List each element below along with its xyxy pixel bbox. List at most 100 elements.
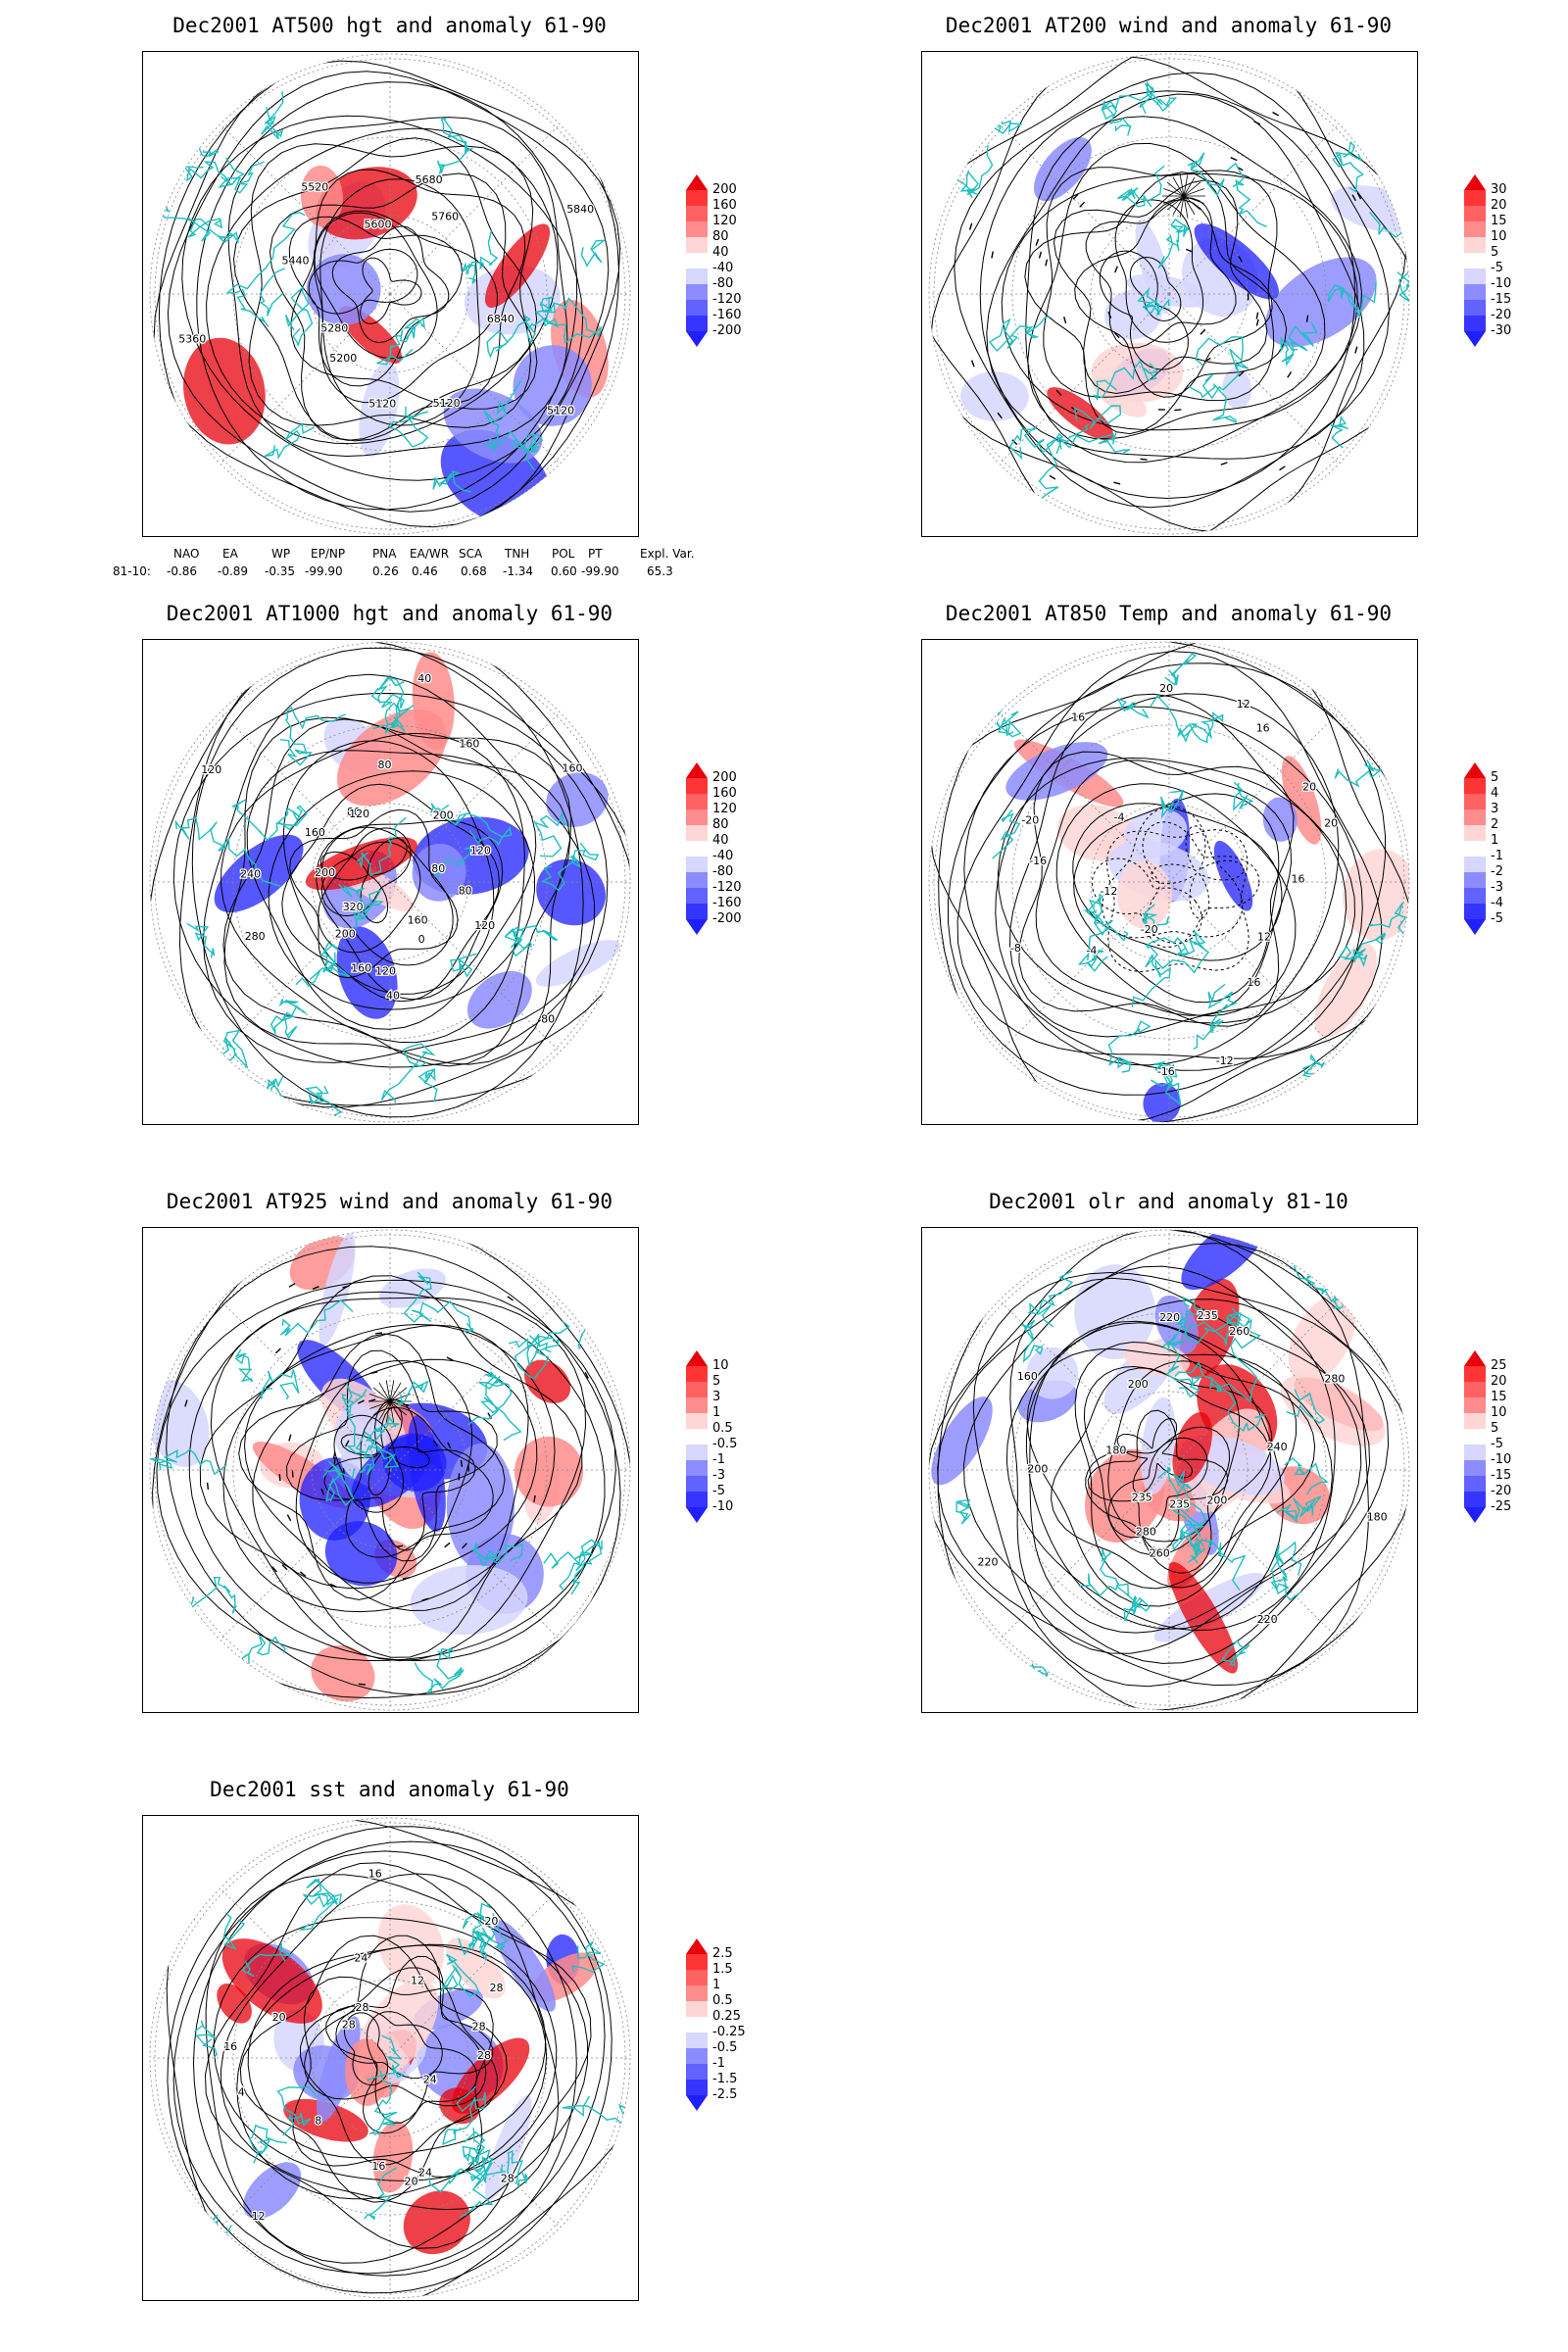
coastline <box>1018 438 1062 525</box>
colorbar-label: -15 <box>1491 292 1512 307</box>
colorbar-swatch <box>686 1938 708 1954</box>
colorbar-label: 30 <box>1491 182 1507 197</box>
colorbar-label: 1 <box>712 1978 721 1992</box>
coastline <box>1157 218 1191 269</box>
coastline <box>462 1912 496 1961</box>
coastline <box>956 1498 971 1525</box>
coastline <box>996 710 1022 738</box>
streamline-hub <box>1179 195 1185 218</box>
colorbar-label: 200 <box>712 770 737 785</box>
coastline <box>1330 415 1348 449</box>
contour-line <box>1116 1417 1194 1494</box>
coastline <box>338 883 384 929</box>
colorbar-swatch <box>1464 857 1486 872</box>
colorbar-label: -10 <box>1491 1452 1512 1467</box>
colorbar-swatch <box>686 253 708 269</box>
contour-label: 28 <box>477 2049 491 2062</box>
contour-line <box>1001 172 1358 431</box>
colorbar-swatch <box>686 284 708 300</box>
colorbar-label: -0.5 <box>712 2040 738 2055</box>
colorbar-label: -5 <box>1491 911 1503 926</box>
contour-label: 20 <box>1324 817 1338 830</box>
coastline <box>1187 152 1225 197</box>
colorbar-swatch <box>686 857 708 872</box>
streamline-hub <box>1183 176 1196 197</box>
coastline <box>1193 1537 1247 1592</box>
streamline-arrow <box>1255 318 1259 326</box>
contour-label: 12 <box>1257 930 1271 943</box>
colorbar-label: 2.5 <box>712 1946 733 1961</box>
coastline <box>248 2124 288 2164</box>
colorbar-swatch <box>686 872 708 888</box>
colorbar-swatch <box>686 300 708 316</box>
map-boundary <box>149 1229 631 1711</box>
colorbar-label: 3 <box>712 1390 721 1404</box>
contour-line <box>191 647 584 1118</box>
colorbar-label: 5 <box>1491 1421 1499 1436</box>
contour-label: 6840 <box>487 313 514 325</box>
meridian-line <box>999 711 1170 883</box>
contour-line <box>220 732 525 1044</box>
colorbar-z500: 200 160 120 80 40 -40 -80 -120 -160 -200 <box>686 174 742 349</box>
contour-label: 240 <box>1267 1441 1288 1453</box>
colorbar-swatch <box>1464 1397 1486 1413</box>
colorbar-swatch <box>686 1507 708 1523</box>
colorbar-swatch <box>686 269 708 284</box>
streamline-arrow <box>533 1494 536 1502</box>
contour-line <box>997 757 1348 1024</box>
coastline <box>533 810 568 858</box>
coastline <box>1160 789 1184 819</box>
contour-label: 5440 <box>282 255 310 268</box>
colorbar-label: 20 <box>1491 198 1507 213</box>
streamline-arrow <box>1253 121 1261 125</box>
contour-line <box>172 1840 606 2275</box>
anomaly-shading <box>379 1268 446 1308</box>
coastline <box>459 2127 494 2218</box>
anomaly-shading <box>183 337 266 445</box>
colorbar-swatch <box>686 2064 708 2080</box>
contour-line <box>205 1874 589 2264</box>
coastline <box>470 1541 524 1567</box>
contour-line <box>1055 783 1297 1017</box>
colorbar-label: 20 <box>1491 1374 1507 1389</box>
contour-line <box>289 808 459 979</box>
coastline <box>508 1320 570 1380</box>
streamline-hub <box>1183 195 1204 204</box>
colorbar-swatch <box>1464 1445 1486 1460</box>
coastline <box>501 2150 529 2187</box>
coastline <box>1077 926 1129 972</box>
coastline <box>356 816 407 877</box>
map-disk <box>150 1230 630 1710</box>
meridian-line <box>999 1469 1170 1641</box>
contour-label: 5120 <box>368 397 396 410</box>
contour-line <box>320 827 412 917</box>
colorbar-label: 120 <box>712 214 737 228</box>
teleconnection-table: NAO EA WP EP/NP PNA EA/WR SCA TNH POL PT… <box>113 547 701 586</box>
contour-line <box>300 1967 498 2166</box>
colorbar-label: -25 <box>1491 1499 1512 1514</box>
colorbar-label: 4 <box>1491 786 1499 801</box>
contour-label: 5280 <box>320 322 348 335</box>
contour-label: 5200 <box>329 352 357 365</box>
streamline-hub <box>1166 195 1185 211</box>
streamline-arrow <box>370 1371 378 1374</box>
colorbar-label: -200 <box>712 911 742 926</box>
contour-line <box>343 2012 389 2085</box>
anomaly-shading <box>931 1396 993 1486</box>
coastline <box>1286 1389 1326 1424</box>
contour-label: 320 <box>343 901 364 913</box>
contour-label: 220 <box>1159 1311 1180 1324</box>
contour-line <box>222 1323 556 1613</box>
colorbar-label: 25 <box>1491 1358 1507 1373</box>
colorbar-swatch <box>686 190 708 206</box>
coastline <box>222 1912 246 1950</box>
colorbar-swatch <box>1464 888 1486 904</box>
anomaly-shading <box>1143 1083 1181 1122</box>
streamline-arrow <box>206 1482 210 1490</box>
contour-line <box>1129 256 1182 321</box>
colorbar-label: -160 <box>712 896 742 910</box>
anomaly-shading <box>318 1232 356 1347</box>
meridian-line <box>389 1469 561 1641</box>
colorbar-w925: 10 5 3 1 0.5 -0.5 -1 -3 -5 -10 <box>686 1350 737 1525</box>
colorbar-label: -5 <box>1491 261 1503 275</box>
